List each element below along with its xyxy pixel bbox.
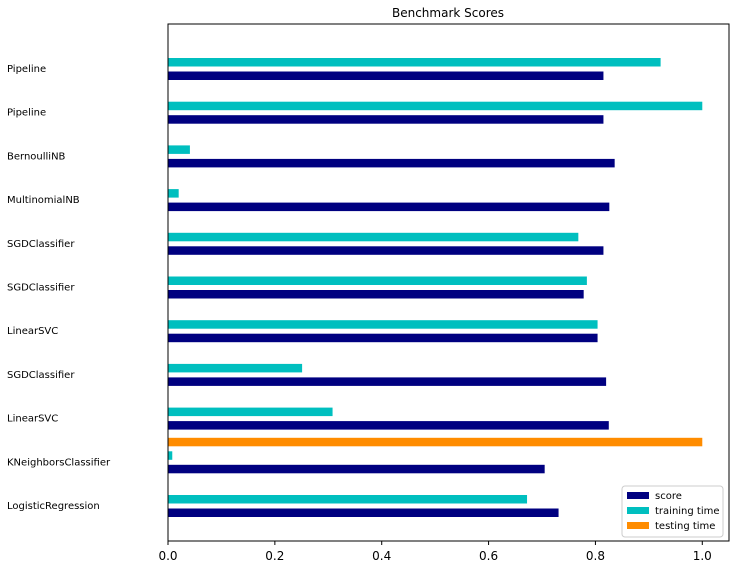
bar-group bbox=[168, 363, 607, 386]
bar-training-time bbox=[168, 320, 598, 329]
legend-label: training time bbox=[655, 506, 720, 517]
bar-group bbox=[168, 145, 615, 168]
category-label: BernoulliNB bbox=[7, 151, 66, 162]
bar-testing-time bbox=[168, 437, 703, 447]
x-tick-label: 0.2 bbox=[265, 549, 284, 563]
bar-training-time bbox=[168, 189, 179, 198]
category-label: SGDClassifier bbox=[7, 370, 75, 381]
bar-score bbox=[168, 71, 604, 80]
plot-frame bbox=[167, 23, 730, 542]
bar-group bbox=[168, 437, 703, 474]
bar-training-time bbox=[168, 58, 661, 67]
category-label: SGDClassifier bbox=[7, 283, 75, 294]
bar-score bbox=[168, 115, 604, 124]
chart-title: Benchmark Scores bbox=[392, 6, 504, 20]
bar-score bbox=[168, 377, 607, 386]
x-tick-label: 0.4 bbox=[372, 549, 391, 563]
category-label: LinearSVC bbox=[7, 326, 58, 337]
bar-score bbox=[168, 290, 584, 299]
bar-score bbox=[168, 333, 598, 343]
bar-group bbox=[168, 101, 703, 124]
bar-training-time bbox=[168, 363, 303, 373]
category-label: SGDClassifier bbox=[7, 239, 75, 250]
legend: score training time testing time bbox=[621, 485, 724, 538]
category-label: Pipeline bbox=[7, 64, 46, 75]
bar-training-time bbox=[168, 232, 579, 242]
x-tick-label: 0.0 bbox=[158, 549, 177, 563]
bar-training-time bbox=[168, 101, 703, 111]
legend-item: testing time bbox=[627, 521, 715, 532]
bar-group bbox=[168, 320, 598, 343]
legend-swatch bbox=[627, 507, 649, 514]
bar-score bbox=[168, 508, 559, 517]
legend-item: score bbox=[627, 491, 682, 502]
x-tick-label: 0.6 bbox=[479, 549, 498, 563]
bar-training-time bbox=[168, 495, 528, 504]
bar-training-time bbox=[168, 451, 173, 460]
x-tick-label: 1.0 bbox=[693, 549, 712, 563]
category-label: Pipeline bbox=[7, 108, 46, 119]
bar-group bbox=[168, 58, 661, 80]
legend-item: training time bbox=[627, 506, 720, 517]
bar-score bbox=[168, 464, 545, 474]
bar-score bbox=[168, 246, 604, 255]
bar-training-time bbox=[168, 276, 587, 285]
legend-swatch bbox=[627, 522, 649, 529]
bar-group bbox=[168, 407, 609, 430]
bar-group bbox=[168, 276, 587, 299]
category-label: MultinomialNB bbox=[7, 195, 80, 206]
bar-score bbox=[168, 202, 610, 212]
legend-label: score bbox=[655, 491, 682, 502]
category-label: LinearSVC bbox=[7, 414, 58, 425]
x-tick-label: 0.8 bbox=[586, 549, 605, 563]
bar-group bbox=[168, 189, 610, 212]
bar-groups bbox=[168, 58, 703, 517]
legend-label: testing time bbox=[655, 521, 715, 532]
bar-group bbox=[168, 232, 604, 255]
x-axis: 0.0 0.2 0.4 0.6 0.8 1.0 bbox=[158, 541, 712, 563]
category-label: KNeighborsClassifier bbox=[7, 457, 111, 468]
bar-group bbox=[168, 495, 559, 517]
category-label: LogisticRegression bbox=[7, 501, 100, 512]
bar-score bbox=[168, 158, 615, 168]
bar-score bbox=[168, 421, 609, 430]
legend-swatch bbox=[627, 492, 649, 499]
category-labels: Pipeline Pipeline BernoulliNB MultinomialNB… bbox=[7, 64, 111, 512]
bar-training-time bbox=[168, 407, 333, 417]
bar-training-time bbox=[168, 145, 190, 154]
